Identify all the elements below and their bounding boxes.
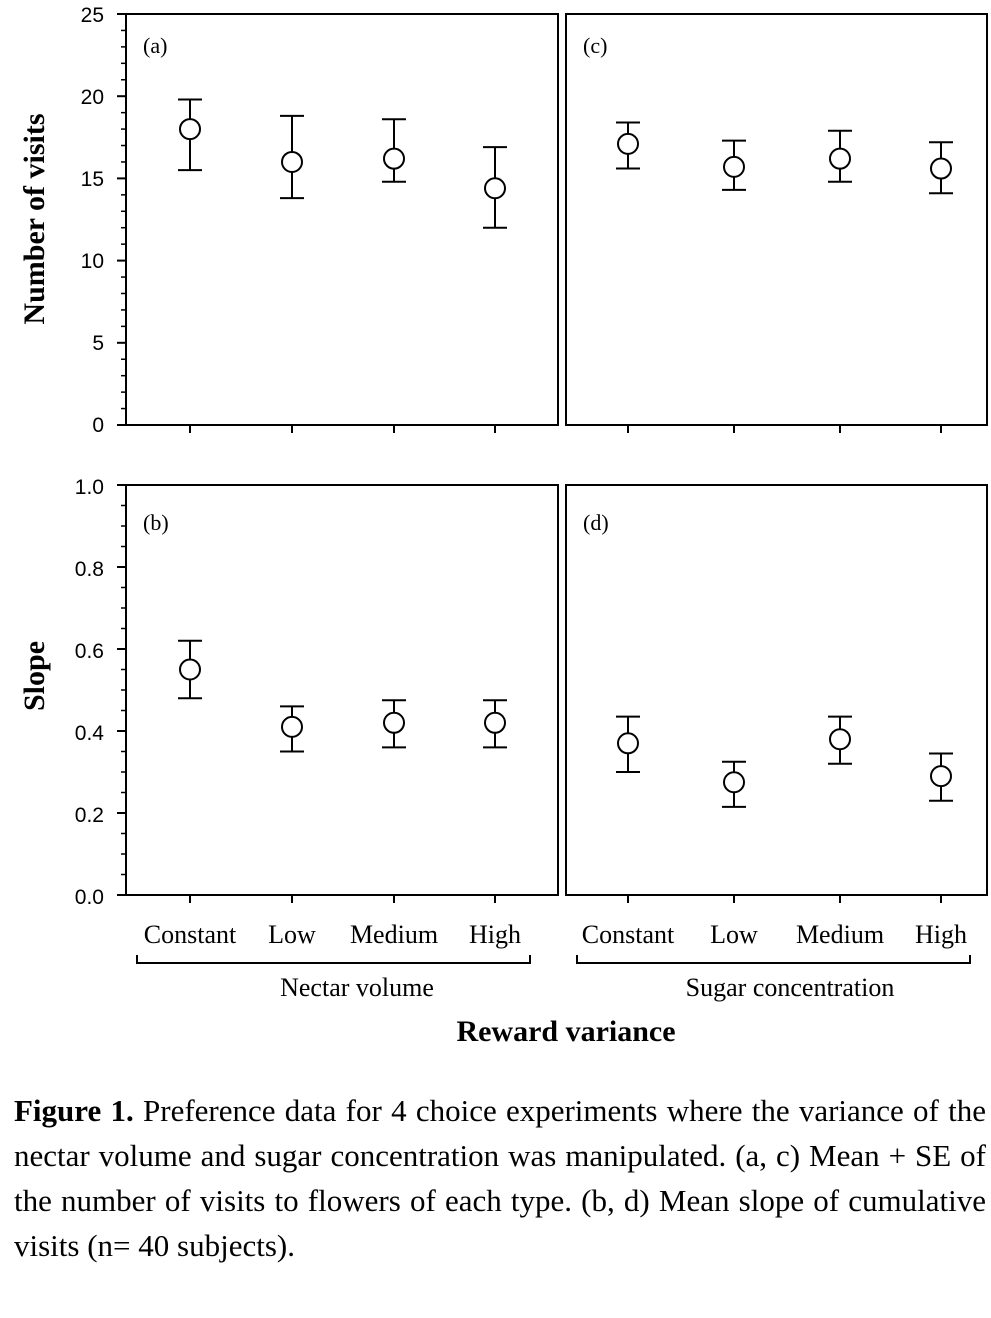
mean-point [930, 765, 952, 788]
y-tick-labels-bottom: 1.0 0.8 0.6 0.4 0.2 0.0 [75, 476, 105, 909]
mean-point [484, 711, 506, 734]
panel-a-frame [125, 13, 559, 426]
y-tick-label: 1.0 [75, 476, 104, 499]
category-labels-right: Constant Low Medium High [582, 920, 967, 949]
panel-letter-c: (c) [583, 33, 607, 58]
y-tick-labels-top: 25 20 15 10 5 0 [81, 4, 104, 437]
category-label: Constant [582, 920, 675, 949]
category-labels-left: Constant Low Medium High [144, 920, 521, 949]
y-tick-label: 0.0 [75, 886, 104, 909]
mean-point [179, 118, 201, 141]
category-label: High [469, 920, 521, 949]
mean-point [723, 155, 745, 178]
mean-point [829, 728, 851, 751]
x-axis-title: Reward variance [456, 1015, 675, 1048]
category-label: Low [710, 920, 758, 949]
figure: (a) (c) (b) (d) 25 20 15 10 5 0 1.0 0.8 … [18, 4, 988, 1048]
panel-c-frame [565, 13, 988, 426]
axis-ticks [117, 13, 942, 903]
data-marks [178, 98, 953, 808]
panel-letter-b: (b) [143, 510, 169, 535]
figure-caption: Figure 1. Preference data for 4 choice e… [14, 1088, 986, 1268]
panel-letter-a: (a) [143, 33, 167, 58]
panel-d-frame [565, 484, 988, 896]
mean-point [281, 150, 303, 173]
y-tick-label: 5 [92, 332, 104, 355]
group-label-nectar: Nectar volume [280, 973, 434, 1002]
category-label: High [915, 920, 967, 949]
caption-text: Preference data for 4 choice experiments… [14, 1093, 987, 1263]
y-tick-label: 10 [81, 250, 104, 273]
y-tick-label: 0.4 [75, 722, 105, 745]
group-bracket-sugar [576, 955, 971, 964]
caption-label: Figure 1. [14, 1093, 134, 1128]
mean-point [383, 711, 405, 734]
y-axis-title-visits: Number of visits [18, 113, 51, 324]
y-tick-label: 15 [81, 168, 104, 191]
mean-point [617, 132, 639, 155]
category-label: Low [268, 920, 316, 949]
mean-point [484, 177, 506, 200]
mean-point [617, 732, 639, 755]
y-tick-label: 0.6 [75, 640, 104, 663]
y-tick-label: 25 [81, 4, 104, 27]
group-bracket-nectar [136, 955, 531, 964]
mean-point [179, 658, 201, 681]
mean-point [281, 715, 303, 738]
y-tick-label: 0.2 [75, 804, 104, 827]
mean-point [930, 157, 952, 180]
category-label: Medium [796, 920, 884, 949]
category-label: Medium [350, 920, 438, 949]
y-tick-label: 0 [92, 414, 104, 437]
y-tick-label: 20 [81, 86, 104, 109]
panel-letter-d: (d) [583, 510, 609, 535]
mean-point [829, 147, 851, 170]
category-label: Constant [144, 920, 237, 949]
group-label-sugar: Sugar concentration [686, 973, 895, 1002]
y-axis-title-slope: Slope [18, 641, 51, 711]
mean-point [723, 771, 745, 794]
y-tick-label: 0.8 [75, 558, 104, 581]
mean-point [383, 147, 405, 170]
